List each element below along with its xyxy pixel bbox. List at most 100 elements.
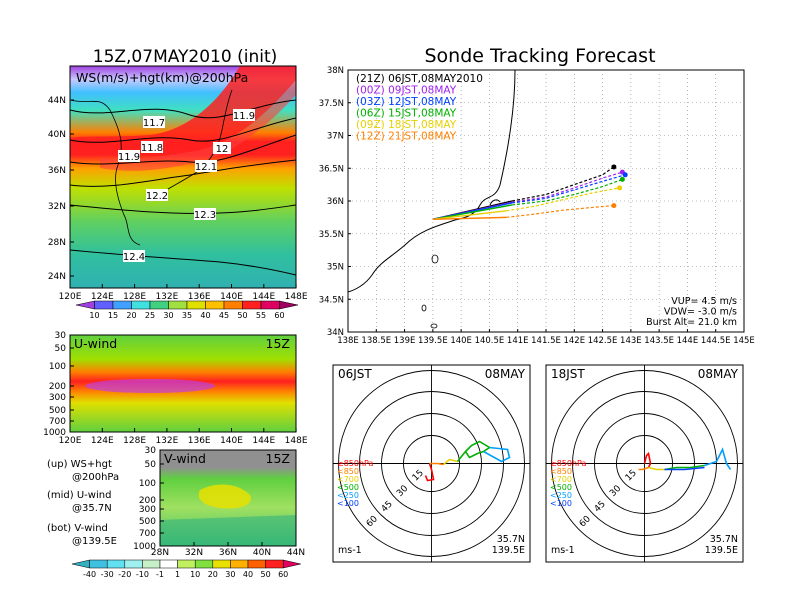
ws-coast-asia xyxy=(69,99,141,246)
vwind-time: 15Z xyxy=(266,451,290,466)
uwind-p-tick-label: 700 xyxy=(49,417,66,427)
legend-note-b: @139.5E xyxy=(72,536,117,547)
track-x-tick-label: 139E xyxy=(394,336,416,346)
hodo-unit: ms-1 xyxy=(551,545,575,556)
uwind-lon-tick-label: 128E xyxy=(123,436,146,446)
vwind-p-tick-label: 30 xyxy=(145,446,157,456)
track-x-tick-label: 140.5E xyxy=(475,336,505,346)
ws-map-panel: 11.7 11.9 11.8 11.9 12 12.1 12.2 12.3 12… xyxy=(48,65,308,320)
contour-label: 12.1 xyxy=(195,162,217,173)
track-y-tick-label: 36.5N xyxy=(319,164,344,174)
hodo-level-label: <850 xyxy=(550,467,572,476)
track-x-tick-label: 143E xyxy=(620,336,642,346)
ws-jet-core xyxy=(70,66,296,150)
vwind-colorbar-label: 30 xyxy=(225,570,235,579)
ws-colorbar-label: 20 xyxy=(126,311,136,320)
track-coast xyxy=(347,69,516,293)
uwind-frame xyxy=(69,334,297,433)
track-y-tick-label: 34.5N xyxy=(319,295,344,305)
hodo-level-label: <250 xyxy=(550,491,572,500)
hodo-trace xyxy=(664,466,705,471)
hodo-trace xyxy=(424,463,435,482)
track-info-text: Burst Alt= 21.0 km xyxy=(646,317,737,328)
contour-label-box xyxy=(195,160,217,172)
vwind-colorbar-label: 10 xyxy=(190,570,200,579)
hodo-trace xyxy=(483,446,511,463)
hodo-trace xyxy=(442,458,458,466)
vwind-colorbar-swatch xyxy=(194,559,214,569)
track-series-drift xyxy=(506,187,620,212)
track-y-tick-label: 35N xyxy=(327,263,344,273)
track-series-ascent xyxy=(432,216,507,221)
uwind-p-tick-label: 100 xyxy=(49,362,66,372)
uwind-p-tick-label: 300 xyxy=(49,393,66,403)
hodo-level-label: ≥850hPa xyxy=(337,459,374,468)
track-legend-entry: (06Z) 15JST,08MAY xyxy=(356,108,457,120)
vwind-label: V-wind xyxy=(164,451,206,466)
contour-line xyxy=(69,99,297,119)
track-x-tick-label: 142E xyxy=(563,336,585,346)
legend-note-b: @35.7N xyxy=(72,503,112,514)
contour-label-box xyxy=(213,142,231,154)
track-series-ascent xyxy=(432,204,513,221)
vwind-lat-tick-label: 40N xyxy=(253,548,271,558)
vwind-colorbar-swatch xyxy=(177,559,196,569)
uwind-p-tick-label: 200 xyxy=(49,382,66,392)
ws-lon-tick-label: 132E xyxy=(155,292,178,302)
contour-line xyxy=(69,249,297,276)
hodo-loc-lon: 139.5E xyxy=(492,545,525,556)
right-title: Sonde Tracking Forecast xyxy=(424,45,655,67)
vwind-lower xyxy=(160,515,296,546)
vwind-p-tick-label: 1000 xyxy=(133,542,156,552)
ws-colorbar-label: 45 xyxy=(219,311,229,320)
ws-colorbar: 10 15 20 25 30 35 40 45 50 55 60 xyxy=(75,300,299,320)
contour-label: 11.9 xyxy=(118,152,140,163)
contour-label: 12 xyxy=(216,144,229,155)
ws-colorbar-swatch xyxy=(149,300,169,310)
vwind-colorbar-swatch xyxy=(71,559,90,569)
ws-colorbar-label: 60 xyxy=(274,311,284,320)
hodo-date: 08MAY xyxy=(698,367,739,381)
vwind-lat-tick-label: 44N xyxy=(287,548,305,558)
track-y-tick-label: 34N xyxy=(327,328,344,338)
track-x-tick-label: 144E xyxy=(677,336,699,346)
track-x-tick-label: 144.5E xyxy=(701,336,731,346)
hodo-trace xyxy=(638,466,649,471)
uwind-p-tick-label: 500 xyxy=(49,406,66,416)
track-series-endpoint xyxy=(611,164,617,170)
hodo-level-label: <700 xyxy=(550,475,572,484)
ws-lat-tick-label: 44N xyxy=(48,96,66,106)
track-legend-entry: (12Z) 21JST,08MAY xyxy=(356,131,457,143)
contour-line xyxy=(69,159,297,187)
contour-line xyxy=(69,117,297,143)
ws-lat-ticks: 44N 40N 36N 32N 28N 24N xyxy=(48,96,74,282)
ws-lat-tick-label: 24N xyxy=(48,272,66,282)
uwind-lon-tick-label: 120E xyxy=(59,436,82,446)
uwind-label: U-wind xyxy=(74,336,117,351)
vwind-colorbar-swatch xyxy=(247,559,266,569)
track-island xyxy=(421,304,427,312)
contour-label: 12.2 xyxy=(146,191,168,202)
vwind-lat-tick-label: 32N xyxy=(185,548,203,558)
contour-label-box xyxy=(233,109,255,121)
track-series-ascent xyxy=(432,210,507,221)
ws-lon-tick-label: 128E xyxy=(123,292,146,302)
ws-colorbar-swatch xyxy=(186,300,206,310)
contour-label-box xyxy=(118,150,140,162)
track-panel: 138E 138.5E 139E 139.5E 140E 140.5E 141E 141.5E… xyxy=(319,66,755,346)
vwind-colorbar-label: -1 xyxy=(156,570,164,579)
ws-lon-tick-label: 140E xyxy=(220,292,243,302)
uwind-lon-tick-label: 132E xyxy=(155,436,178,446)
vwind-colorbar-swatch xyxy=(124,559,143,569)
hodo-level-label: <100 xyxy=(550,499,572,508)
hodo-level-label: <100 xyxy=(337,499,359,508)
vwind-colorbar-swatch xyxy=(265,559,284,569)
vwind-colorbar: -40 -30 -20 -10 -1 1 10 20 30 40 50 60 xyxy=(71,559,301,579)
ws-colorbar-swatch xyxy=(75,300,95,310)
track-legend-entry: (03Z) 12JST,08MAY xyxy=(356,96,457,108)
track-series xyxy=(432,164,628,221)
